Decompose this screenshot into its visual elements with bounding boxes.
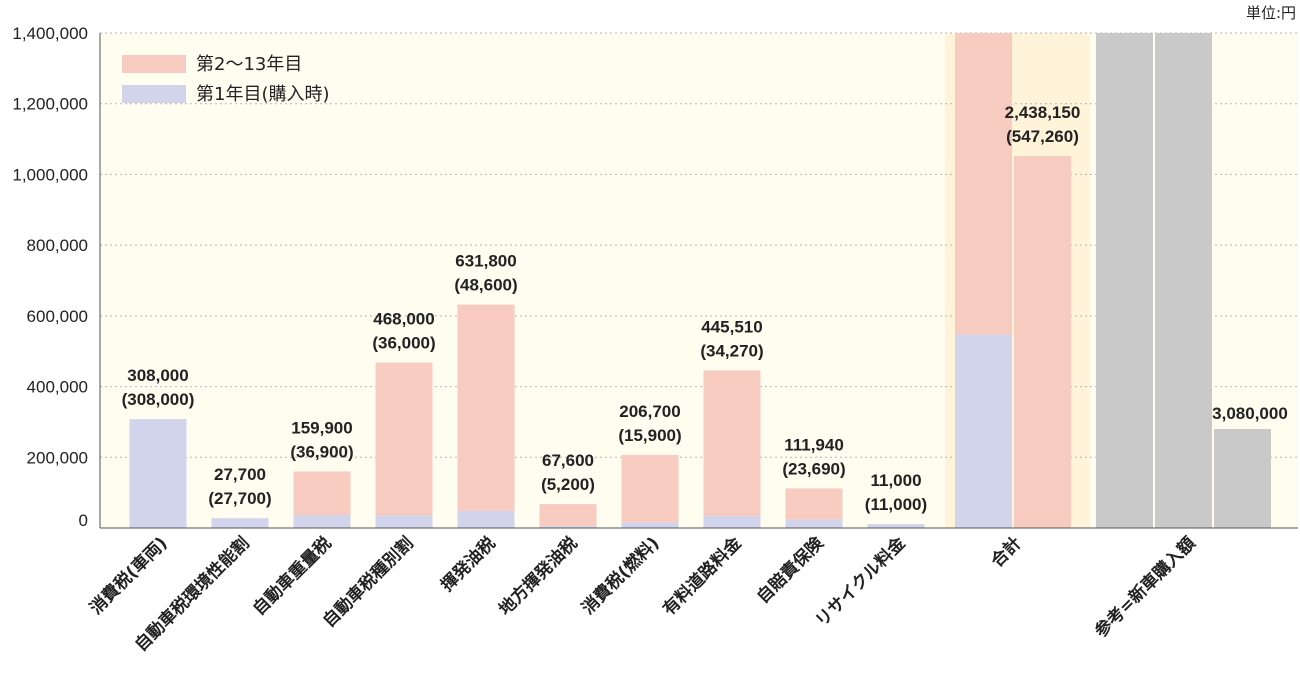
data-label-total: 159,900 [291,418,352,437]
data-label-first-year: (34,270) [700,341,763,360]
data-label-first-year: (5,200) [541,475,595,494]
bar-year-1 [375,515,433,528]
x-tick-label: 自賠責保険 [753,532,829,608]
bar-year-1 [785,519,843,528]
x-tick-label: 消費税(燃料) [578,533,664,619]
x-tick-label: 地方揮発油税 [495,533,582,620]
bar-years-2-13 [457,304,515,511]
bar-year-1 [211,518,269,528]
data-label-first-year: (48,600) [454,276,517,295]
reference-bar [1096,33,1153,528]
legend-swatch-years-2-13 [122,55,186,73]
bar-year-1 [867,524,925,528]
x-tick-label: 揮発油税 [437,533,500,596]
legend-label-years-2-13: 第2〜13年目 [196,54,302,75]
total-bar-years-2-13 [955,33,1012,335]
total-bar-year-1 [955,334,1012,528]
x-tick-label-reference: 参考=新車購入額 [1090,533,1199,642]
bar-years-2-13 [703,370,761,516]
bar-years-2-13 [621,454,679,523]
data-label-total: 445,510 [701,317,762,336]
data-label-first-year: (27,700) [208,489,271,508]
bar-year-1 [539,526,597,528]
y-tick-label: 1,200,000 [12,95,88,114]
total-bar [1014,156,1071,529]
y-tick-label: 1,000,000 [12,165,88,184]
legend: 第2〜13年目 第1年目(購入時) [122,54,330,105]
x-tick-label: 自動車重量税 [249,533,336,620]
bar-year-1 [293,514,351,528]
data-label-reference: 3,080,000 [1212,404,1288,423]
x-tick-label: 有料道路料金 [659,532,747,620]
data-label-total: 111,940 [784,435,844,454]
bar-years-2-13 [539,504,597,527]
legend-label-year-1: 第1年目(購入時) [196,84,330,105]
data-label-grand-first-year: (547,260) [1006,127,1079,146]
reference-bar [1155,33,1212,528]
data-label-total: 631,800 [455,252,516,271]
data-label-total: 206,700 [619,402,680,421]
x-tick-label: 消費税(車両) [86,533,172,619]
data-label-total: 67,600 [542,451,594,470]
data-label-first-year: (36,000) [372,334,435,353]
data-label-first-year: (15,900) [618,426,681,445]
data-label-first-year: (36,900) [290,442,353,461]
data-label-total: 11,000 [870,471,921,490]
y-tick-label: 0 [79,511,88,530]
bar-year-1 [621,522,679,528]
data-label-total: 468,000 [373,310,434,329]
y-tick-label: 200,000 [27,448,88,467]
unit-label: 単位:円 [1246,4,1296,22]
y-tick-label: 400,000 [27,378,88,397]
bar-year-1 [457,510,515,528]
bar-years-2-13 [293,471,351,515]
reference-bar-small [1214,429,1271,528]
y-tick-label: 1,400,000 [12,24,88,43]
bar-years-2-13 [375,362,433,516]
y-tick-label: 600,000 [27,307,88,326]
y-tick-label: 800,000 [27,236,88,255]
bar-years-2-13 [785,488,843,520]
legend-swatch-year-1 [122,85,186,103]
data-label-total: 308,000 [127,366,188,385]
data-label-grand-total: 2,438,150 [1005,103,1081,122]
data-label-first-year: (308,000) [122,390,195,409]
data-label-total: 27,700 [214,465,266,484]
bar-year-1 [129,419,187,528]
data-label-first-year: (11,000) [865,495,927,514]
bar-year-1 [703,515,761,528]
data-label-first-year: (23,690) [782,459,845,478]
x-tick-label-total: 合計 [987,533,1026,572]
